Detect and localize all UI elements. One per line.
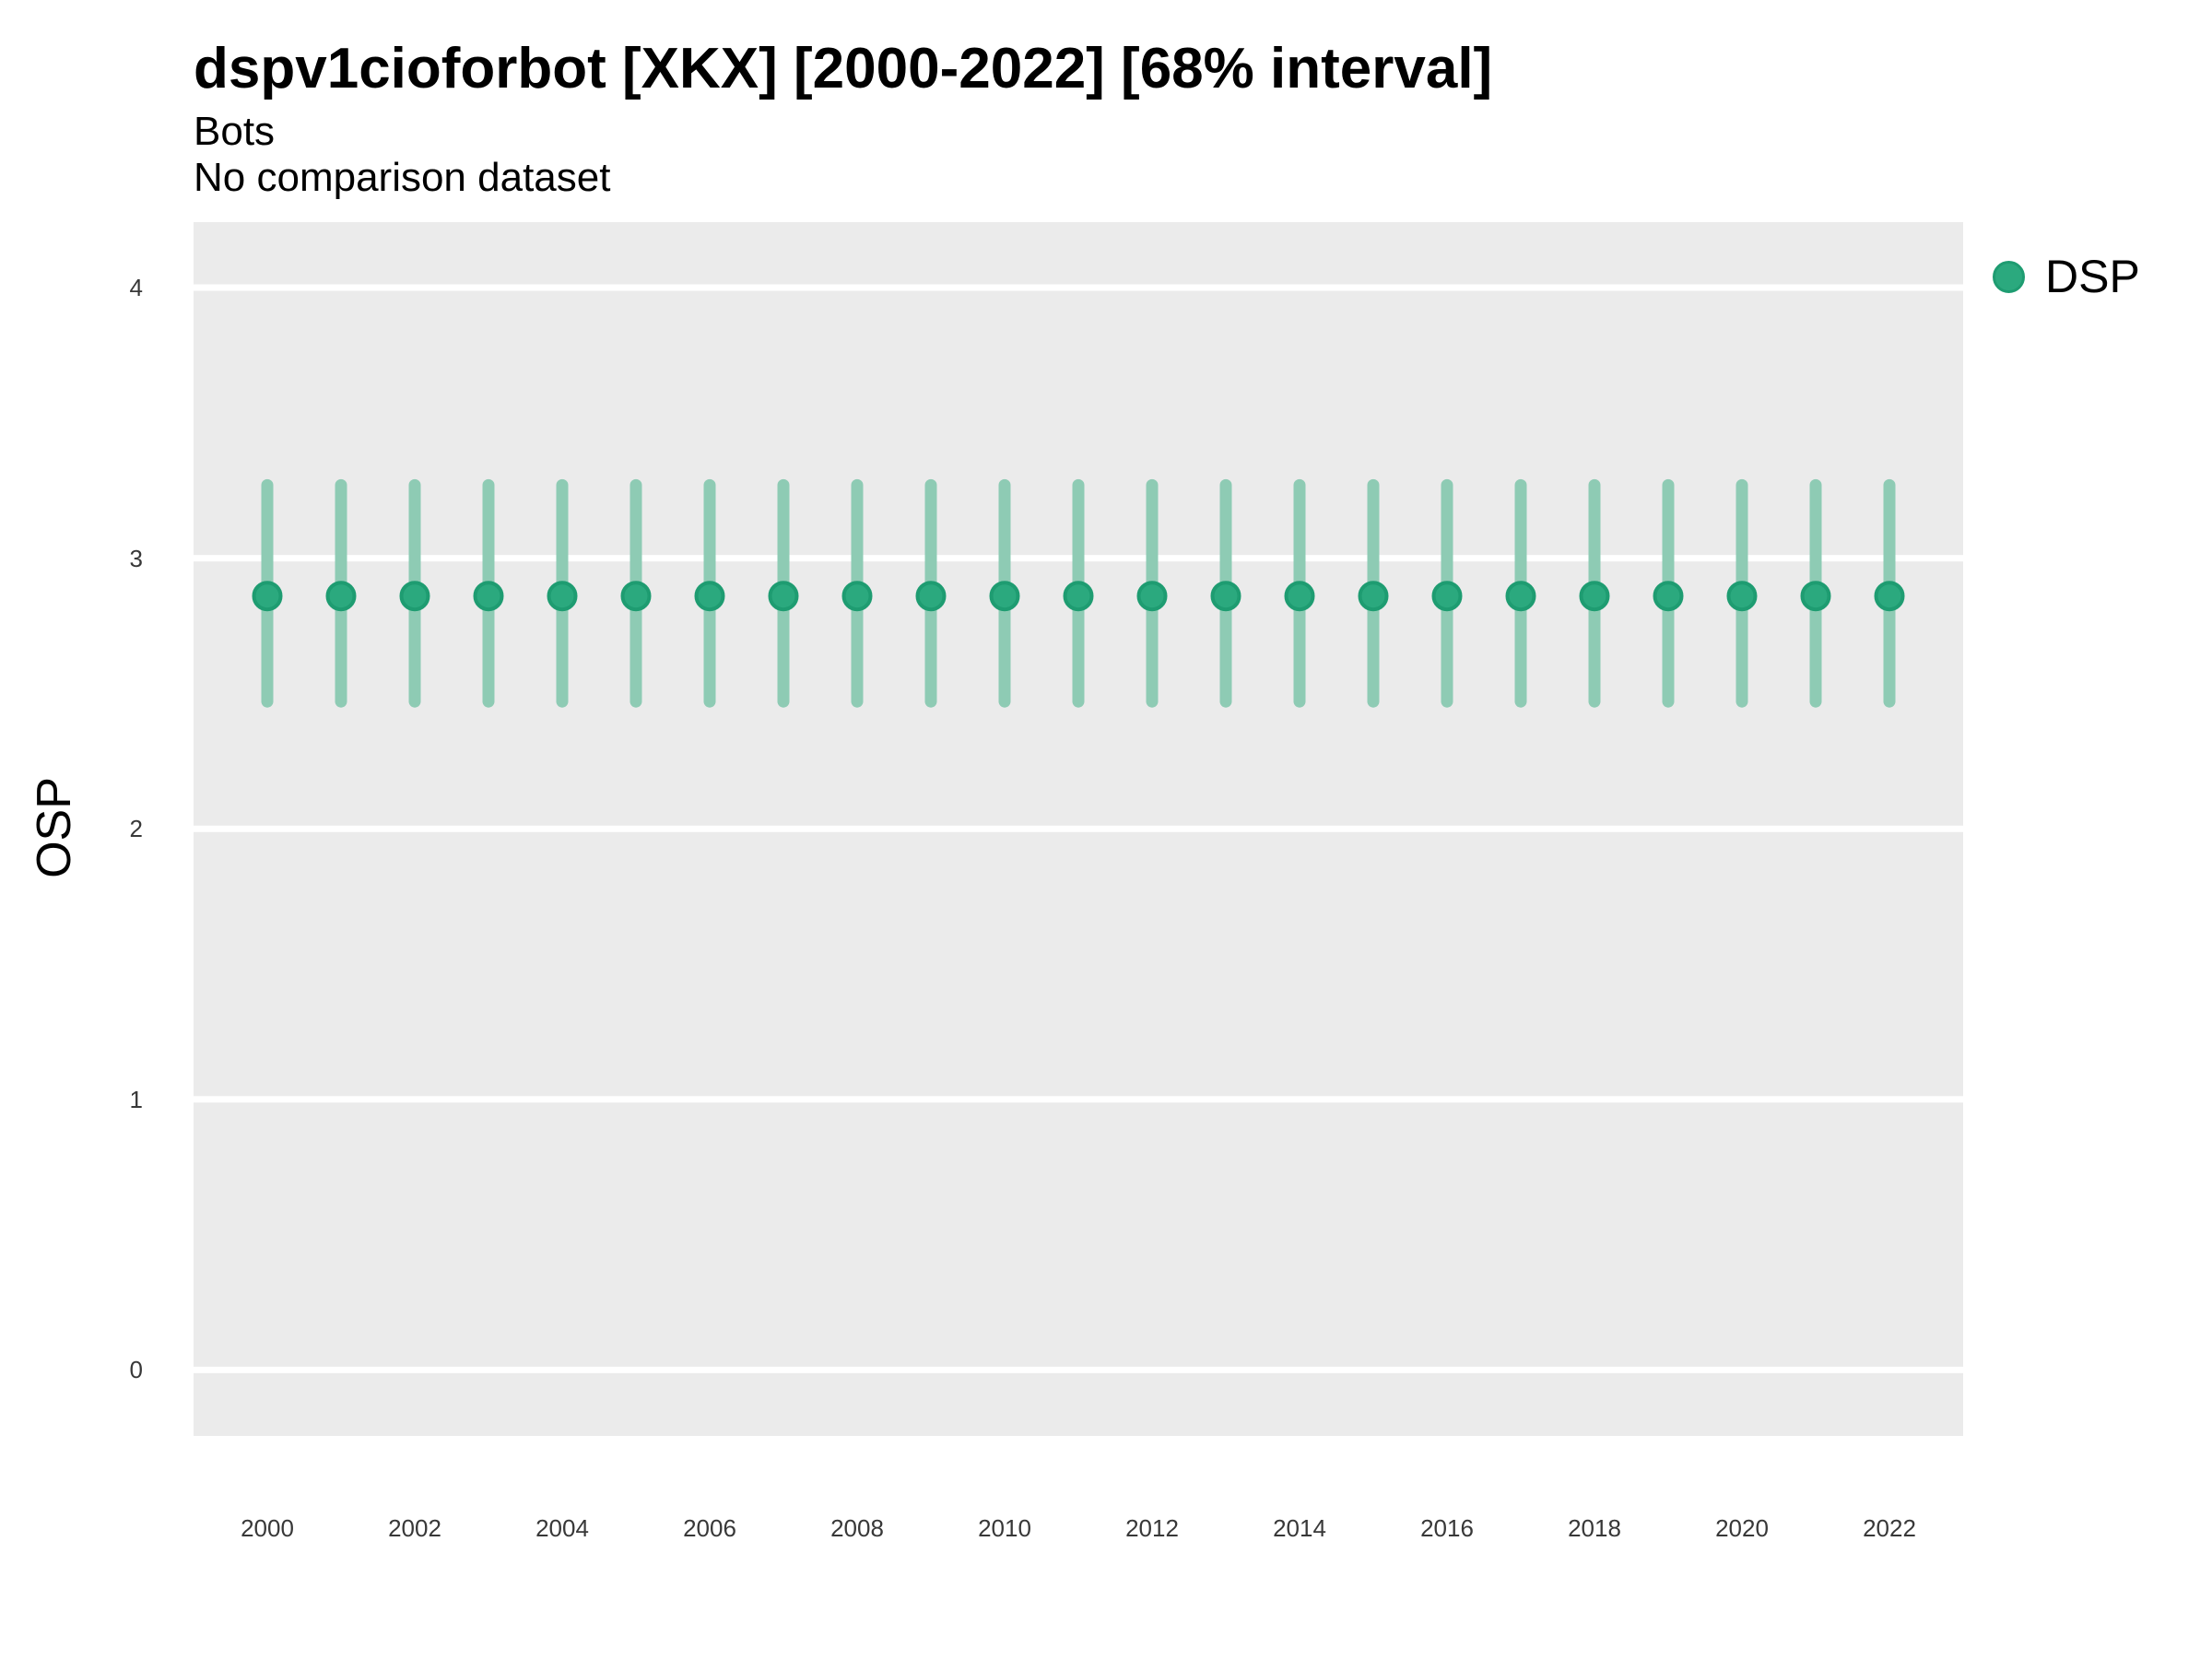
x-tick-label-2012: 2012	[1125, 1514, 1179, 1542]
point-2019	[1653, 581, 1684, 612]
point-2014	[1284, 581, 1315, 612]
plot-canvas	[194, 284, 1963, 1373]
x-tick-label-2014: 2014	[1273, 1514, 1326, 1542]
point-2012	[1136, 581, 1168, 612]
y-tick-label-0: 0	[129, 1356, 143, 1383]
point-2010	[989, 581, 1020, 612]
plot-panel	[194, 222, 1963, 1436]
x-tick-label-2018: 2018	[1568, 1514, 1621, 1542]
legend: DSP	[1993, 253, 2140, 300]
point-2009	[915, 581, 947, 612]
x-tick-label-2016: 2016	[1420, 1514, 1474, 1542]
x-tick-label-2004: 2004	[535, 1514, 589, 1542]
x-tick-label-2022: 2022	[1863, 1514, 1916, 1542]
y-tick-label-1: 1	[129, 1086, 143, 1113]
chart-title: dspv1cioforbot [XKX] [2000-2022] [68% in…	[194, 37, 1493, 100]
point-2002	[399, 581, 430, 612]
x-tick-label-2006: 2006	[683, 1514, 736, 1542]
point-2003	[473, 581, 504, 612]
point-2008	[841, 581, 873, 612]
point-2016	[1431, 581, 1463, 612]
y-tick-label-3: 3	[129, 545, 143, 572]
point-2011	[1063, 581, 1094, 612]
point-2013	[1210, 581, 1241, 612]
point-2018	[1579, 581, 1610, 612]
comparison-note: No comparison dataset	[194, 155, 611, 200]
legend-label: DSP	[2045, 251, 2140, 302]
x-tick-label-2010: 2010	[978, 1514, 1031, 1542]
point-2021	[1800, 581, 1831, 612]
point-2001	[325, 581, 357, 612]
point-2000	[252, 581, 283, 612]
point-2005	[620, 581, 652, 612]
point-2006	[694, 581, 725, 612]
point-2020	[1726, 581, 1758, 612]
x-tick-label-2000: 2000	[241, 1514, 294, 1542]
y-tick-label-4: 4	[129, 274, 143, 301]
point-2004	[547, 581, 578, 612]
point-2017	[1505, 581, 1536, 612]
point-2022	[1874, 581, 1905, 612]
point-2015	[1358, 581, 1389, 612]
y-axis-label: OSP	[28, 777, 81, 878]
x-tick-label-2008: 2008	[830, 1514, 884, 1542]
point-2007	[768, 581, 799, 612]
legend-point-icon	[1993, 260, 2025, 293]
chart-subtitle: Bots	[194, 109, 276, 154]
x-tick-label-2020: 2020	[1715, 1514, 1769, 1542]
x-tick-label-2002: 2002	[388, 1514, 441, 1542]
